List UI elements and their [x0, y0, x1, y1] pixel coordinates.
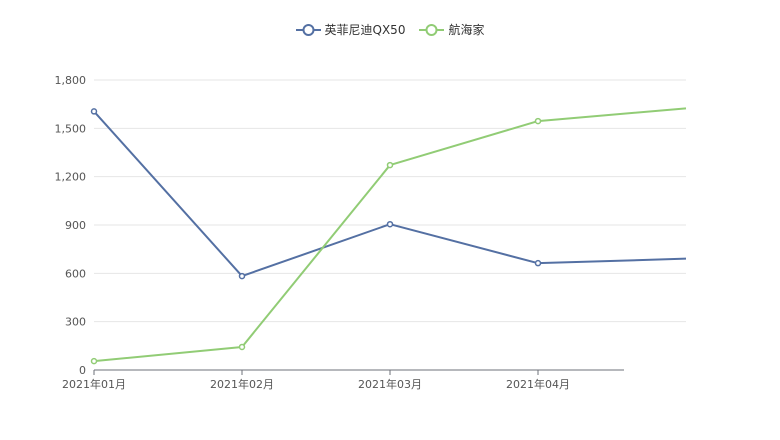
data-point[interactable]	[534, 259, 542, 267]
data-point[interactable]	[238, 343, 246, 351]
data-point[interactable]	[90, 108, 98, 115]
legend-label-qx50: 英菲尼迪QX50	[324, 23, 406, 37]
x-tick-label: 2021年04月	[506, 377, 570, 391]
y-tick-label: 0	[79, 364, 86, 377]
series-line-1	[93, 107, 687, 363]
x-axis: 2021年01月 2021年02月 2021年03月 2021年04月	[62, 369, 624, 391]
x-tick-label: 2021年01月	[62, 377, 126, 391]
legend-item-qx50[interactable]: 英菲尼迪QX50	[295, 21, 406, 38]
x-tick-label: 2021年03月	[358, 377, 422, 391]
legend-swatch-navigator-icon	[419, 23, 445, 36]
data-point[interactable]	[386, 161, 394, 169]
legend-swatch-qx50-icon	[295, 23, 321, 36]
y-axis: 0 300 600 900 1,200 1,500 1,800	[55, 74, 87, 377]
data-point[interactable]	[238, 272, 246, 280]
x-tick-label: 2021年02月	[210, 377, 274, 391]
series-group	[90, 107, 687, 365]
y-tick-label: 300	[65, 316, 86, 329]
data-point[interactable]	[90, 357, 98, 365]
y-tick-label: 1,800	[55, 74, 87, 87]
legend-item-navigator[interactable]: 航海家	[419, 21, 484, 38]
legend: 英菲尼迪QX50 航海家	[0, 21, 780, 38]
y-tick-label: 1,500	[55, 122, 87, 135]
data-point[interactable]	[386, 220, 394, 228]
legend-label-navigator: 航海家	[448, 23, 485, 37]
data-point[interactable]	[534, 117, 542, 125]
y-tick-label: 600	[65, 267, 86, 280]
series-line-0	[93, 110, 687, 278]
y-tick-label: 900	[65, 219, 86, 232]
y-tick-label: 1,200	[55, 171, 87, 184]
